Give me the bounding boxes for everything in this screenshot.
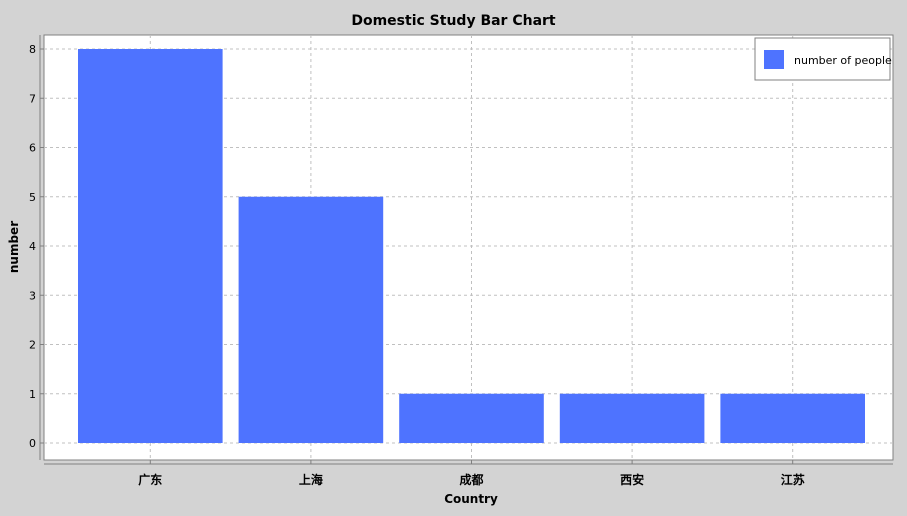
y-axis-title: number <box>7 221 21 273</box>
y-tick-label: 0 <box>29 437 36 450</box>
bar-2 <box>399 393 544 443</box>
y-tick-label: 3 <box>29 289 36 302</box>
y-tick-label: 8 <box>29 43 36 56</box>
bar-0 <box>78 49 223 443</box>
y-tick-label: 4 <box>29 240 36 253</box>
bars <box>78 49 865 443</box>
tick-labels: 0 1 2 3 4 5 6 7 8 广东 上海 成都 西安 江苏 <box>29 43 805 487</box>
legend: number of people <box>754 37 892 81</box>
bar-1 <box>238 196 384 443</box>
y-tick-label: 2 <box>29 339 36 352</box>
bar-4 <box>720 393 865 443</box>
legend-label: number of people <box>794 54 892 67</box>
x-tick-label: 上海 <box>299 472 323 487</box>
y-tick-label: 5 <box>29 191 36 204</box>
x-tick-label: 江苏 <box>781 472 805 487</box>
legend-swatch <box>764 50 784 69</box>
x-axis-title: Country <box>444 492 498 506</box>
x-tick-label: 西安 <box>620 472 644 487</box>
chart-title: Domestic Study Bar Chart <box>351 13 556 29</box>
y-tick-label: 1 <box>29 388 36 401</box>
x-tick-label: 成都 <box>459 472 483 487</box>
x-tick-label: 广东 <box>138 472 162 487</box>
y-tick-label: 7 <box>29 92 36 105</box>
y-tick-label: 6 <box>29 142 36 155</box>
axes <box>39 35 893 465</box>
bar-3 <box>559 393 705 443</box>
